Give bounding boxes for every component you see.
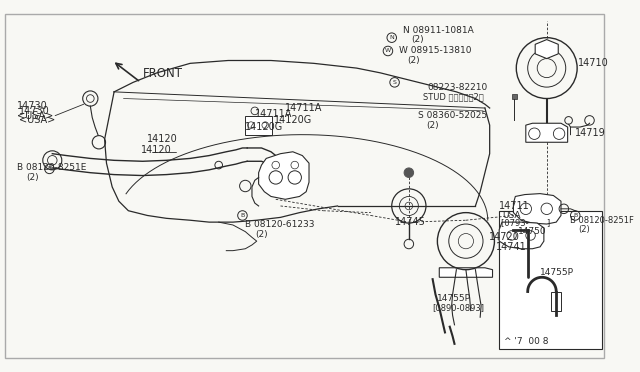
Text: FRONT: FRONT [143,67,182,80]
Text: W 08915-13810: W 08915-13810 [399,46,472,55]
Text: 14120G: 14120G [245,122,284,132]
Text: 14120: 14120 [147,134,178,144]
Text: USA: USA [502,211,520,220]
Text: N 08911-1081A: N 08911-1081A [403,26,474,35]
Text: <USA>: <USA> [17,110,53,121]
Text: 14120G: 14120G [274,115,312,125]
Polygon shape [535,39,558,59]
Bar [511,94,517,99]
Text: <USA>: <USA> [19,115,55,125]
Text: 14755P: 14755P [540,268,574,277]
Text: B: B [241,213,244,218]
Polygon shape [439,268,493,277]
Text: W: W [385,48,391,54]
Text: (2): (2) [426,121,438,130]
Text: 14730: 14730 [19,106,50,116]
Text: B: B [47,166,52,171]
Text: (2): (2) [27,173,39,182]
Text: 14745: 14745 [395,217,426,227]
Polygon shape [513,193,561,224]
Text: S 08360-52025: S 08360-52025 [419,111,488,120]
Text: N: N [389,35,394,40]
Text: (2): (2) [411,35,424,44]
Text: 14741: 14741 [497,242,527,252]
Text: 14750: 14750 [518,227,547,236]
Bar [499,211,602,349]
Text: B 08120-8251E: B 08120-8251E [17,163,86,173]
Text: (2): (2) [255,230,268,239]
Text: [0890-0893]: [0890-0893] [433,303,484,312]
Polygon shape [259,152,309,199]
Text: [0793-       ]: [0793- ] [501,219,550,228]
Text: 08223-82210: 08223-82210 [428,83,488,92]
Text: (2): (2) [407,56,420,65]
Text: 14711: 14711 [499,201,530,211]
Text: B: B [573,213,577,218]
Text: B 08120-8251F: B 08120-8251F [570,216,634,225]
Text: 14719: 14719 [575,128,606,138]
Text: B 08120-61233: B 08120-61233 [245,221,315,230]
Text: STUD スタッド（2）: STUD スタッド（2） [423,92,484,101]
Bar [245,116,272,135]
Text: 14120: 14120 [141,145,172,155]
Text: (2): (2) [578,225,590,234]
Text: 14720: 14720 [489,232,520,242]
Polygon shape [526,123,568,142]
Text: 14711A: 14711A [285,103,323,113]
Polygon shape [499,222,544,249]
Text: 14730: 14730 [17,101,48,111]
Bar [552,292,561,311]
Text: 14755P: 14755P [437,294,472,303]
Text: S: S [393,80,397,85]
Text: 14711A: 14711A [255,109,292,119]
Text: ^ '7  00 8: ^ '7 00 8 [504,337,548,346]
Text: 14710: 14710 [578,58,609,68]
Circle shape [404,168,413,177]
